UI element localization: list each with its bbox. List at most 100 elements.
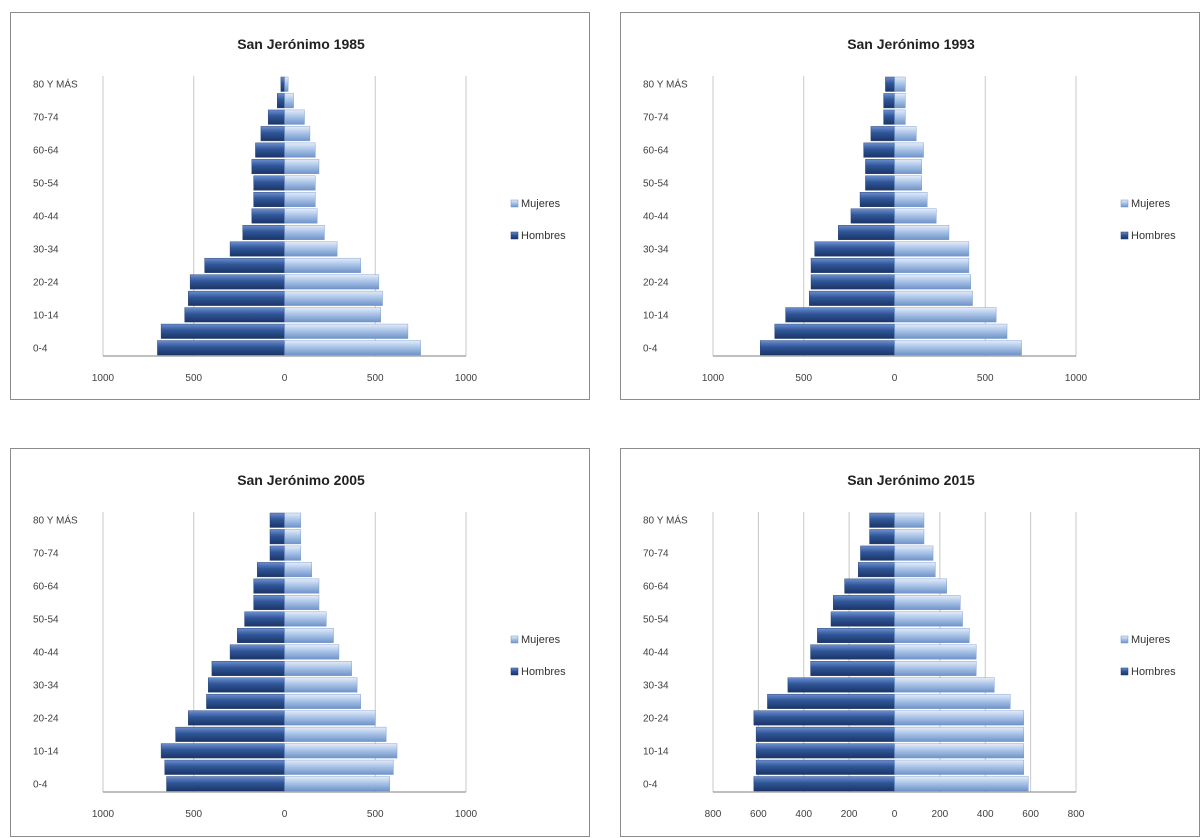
bar-mujeres-75-79 (284, 529, 302, 545)
bar-mujeres-30-34 (894, 241, 970, 257)
bar-mujeres-25-29 (894, 693, 1011, 709)
legend-swatch-hombres (510, 231, 519, 240)
bar-hombres-10-14 (160, 743, 285, 759)
bar-hombres-50-54 (830, 611, 895, 627)
bar-mujeres-65-69 (894, 126, 917, 142)
bar-mujeres-60-64 (284, 142, 316, 158)
legend-swatch-hombres (510, 667, 519, 676)
chart-panel-1993: San Jerónimo 1993 0-4 10-14 20-24 30-34 40-44… (620, 12, 1200, 400)
bar-mujeres-50-54 (894, 175, 922, 191)
chart-panel-2015: San Jerónimo 2015 0-4 10-14 20-24 30-34 40-44… (620, 448, 1200, 837)
chart-title: San Jerónimo 1985 (237, 36, 365, 52)
bar-mujeres-80 Y MÁS (894, 76, 906, 92)
x-tick-label: 800 (705, 809, 722, 820)
bar-hombres-80 Y MÁS (269, 512, 285, 528)
bar-mujeres-75-79 (894, 529, 925, 545)
bar-hombres-40-44 (229, 644, 285, 660)
population-pyramid-2005: San Jerónimo 2005 0-4 10-14 20-24 30-34 40-44… (33, 472, 566, 820)
legend-swatch-mujeres (1120, 635, 1129, 644)
category-label: 50-54 (643, 179, 669, 190)
bar-mujeres-45-49 (894, 628, 970, 643)
category-label: 50-54 (643, 615, 669, 626)
bar-hombres-60-64 (863, 142, 895, 158)
bar-hombres-15-19 (755, 726, 895, 742)
chart-title: San Jerónimo 2015 (847, 472, 975, 488)
legend-swatch-mujeres (510, 199, 519, 208)
bar-hombres-65-69 (257, 562, 285, 578)
category-label: 70-74 (643, 549, 669, 560)
bar-mujeres-65-69 (284, 562, 312, 578)
bar-mujeres-45-49 (284, 628, 334, 643)
x-tick-label: 1000 (702, 373, 725, 384)
bar-hombres-35-39 (211, 661, 285, 676)
bar-hombres-0-4 (166, 776, 285, 792)
category-label: 60-64 (643, 146, 669, 157)
category-label: 10-14 (33, 310, 59, 321)
bar-mujeres-60-64 (894, 578, 947, 594)
bar-hombres-0-4 (759, 340, 895, 356)
bar-hombres-65-69 (260, 126, 285, 142)
chart-title: San Jerónimo 1993 (847, 36, 975, 52)
bar-mujeres-40-44 (284, 208, 318, 224)
category-label: 20-24 (643, 277, 669, 288)
category-label: 70-74 (643, 113, 669, 124)
x-tick-label: 400 (795, 809, 812, 820)
x-tick-label: 0 (892, 809, 898, 820)
category-label: 50-54 (33, 179, 59, 190)
bar-mujeres-5-9 (284, 759, 394, 775)
bar-mujeres-40-44 (894, 644, 977, 660)
bar-hombres-20-24 (188, 710, 285, 726)
bar-mujeres-15-19 (284, 726, 387, 742)
bar-mujeres-10-14 (894, 307, 997, 323)
bar-mujeres-70-74 (894, 545, 934, 561)
category-label: 10-14 (643, 746, 669, 757)
bar-mujeres-55-59 (284, 595, 320, 611)
category-label: 80 Y MÁS (33, 514, 78, 527)
category-label: 80 Y MÁS (643, 514, 688, 527)
bar-mujeres-25-29 (894, 257, 970, 273)
legend-swatch-hombres (1120, 667, 1129, 676)
bar-hombres-45-49 (237, 628, 285, 643)
bar-hombres-35-39 (838, 225, 895, 240)
bar-mujeres-80 Y MÁS (894, 512, 925, 528)
bar-hombres-25-29 (206, 693, 285, 709)
bar-hombres-20-24 (810, 274, 895, 290)
bar-hombres-60-64 (844, 578, 895, 594)
bar-hombres-75-79 (883, 93, 895, 109)
bar-hombres-70-74 (860, 545, 895, 561)
bar-hombres-0-4 (753, 776, 895, 792)
bar-hombres-5-9 (164, 759, 285, 775)
bar-hombres-40-44 (251, 208, 285, 224)
x-tick-label: 200 (932, 809, 949, 820)
bar-hombres-55-59 (253, 595, 285, 611)
x-tick-label: 0 (892, 373, 898, 384)
x-tick-label: 600 (750, 809, 767, 820)
legend-label-mujeres: Mujeres (1131, 634, 1171, 646)
legend-swatch-mujeres (510, 635, 519, 644)
category-label: 60-64 (33, 582, 59, 593)
bar-hombres-10-14 (755, 743, 895, 759)
bar-hombres-60-64 (253, 578, 285, 594)
x-tick-label: 500 (795, 373, 812, 384)
bar-hombres-5-9 (755, 759, 895, 775)
x-tick-label: 500 (367, 809, 384, 820)
bar-mujeres-40-44 (284, 644, 340, 660)
bar-mujeres-50-54 (284, 175, 316, 191)
bar-mujeres-60-64 (284, 578, 320, 594)
category-label: 0-4 (33, 779, 48, 790)
bar-mujeres-45-49 (284, 192, 316, 207)
bar-hombres-65-69 (870, 126, 895, 142)
x-tick-label: 1000 (1065, 373, 1088, 384)
category-label: 20-24 (643, 713, 669, 724)
bar-mujeres-80 Y MÁS (284, 512, 302, 528)
x-tick-label: 600 (1022, 809, 1039, 820)
bar-mujeres-30-34 (284, 677, 358, 693)
bar-mujeres-20-24 (894, 274, 971, 290)
category-label: 20-24 (33, 277, 59, 288)
bar-hombres-45-49 (859, 192, 895, 207)
category-label: 80 Y MÁS (643, 78, 688, 91)
x-tick-label: 500 (977, 373, 994, 384)
bar-mujeres-0-4 (894, 340, 1022, 356)
bar-hombres-5-9 (774, 323, 895, 339)
bar-mujeres-35-39 (894, 225, 950, 240)
